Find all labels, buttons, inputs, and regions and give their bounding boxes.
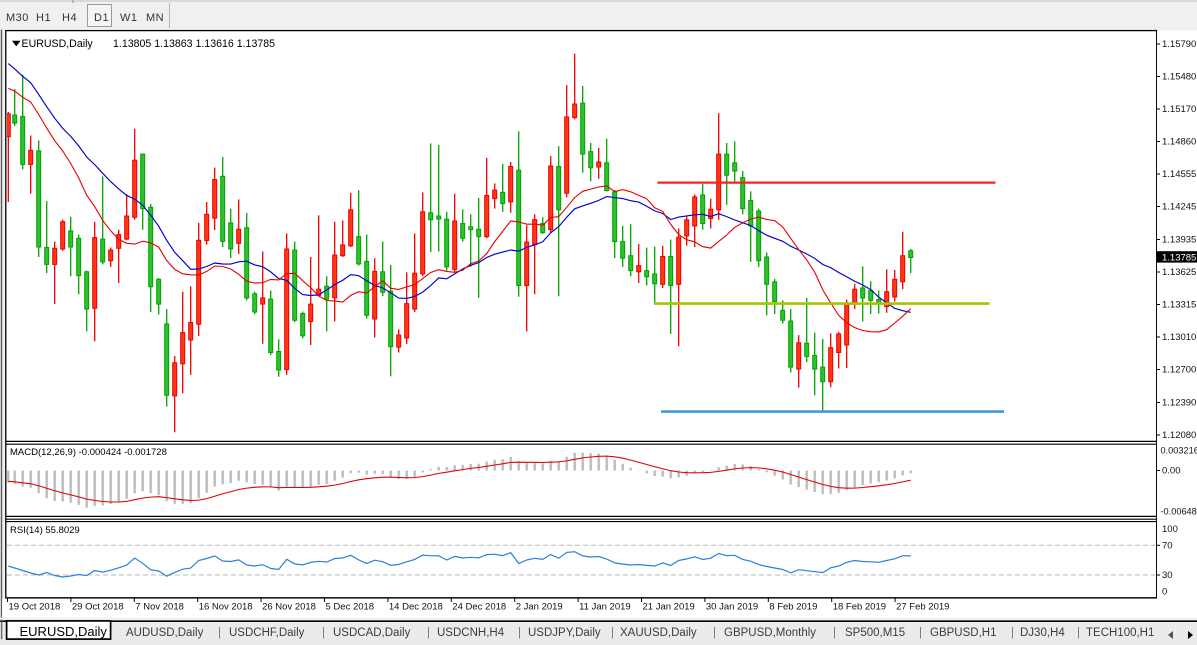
- svg-text:GBPUSD,Monthly: GBPUSD,Monthly: [724, 627, 816, 639]
- svg-text:29 Oct 2018: 29 Oct 2018: [72, 602, 124, 613]
- svg-text:|: |: [427, 627, 430, 639]
- svg-text:100: 100: [1162, 524, 1178, 535]
- svg-text:EURUSD,Daily: EURUSD,Daily: [22, 38, 94, 50]
- svg-text:USDJPY,Daily: USDJPY,Daily: [528, 627, 601, 639]
- svg-text:1.14245: 1.14245: [1162, 202, 1196, 213]
- svg-text:GBPUSD,H1: GBPUSD,H1: [930, 627, 996, 639]
- svg-text:2 Jan 2019: 2 Jan 2019: [516, 602, 563, 613]
- svg-text:7 Nov 2018: 7 Nov 2018: [135, 602, 184, 613]
- svg-text:1.13010: 1.13010: [1162, 332, 1196, 343]
- svg-text:USDCHF,Daily: USDCHF,Daily: [229, 627, 305, 639]
- svg-text:|: |: [518, 627, 521, 639]
- svg-text:DJ30,H4: DJ30,H4: [1020, 627, 1065, 639]
- svg-text:1.15480: 1.15480: [1162, 72, 1196, 83]
- svg-text:1.13805 1.13863 1.13616 1.1378: 1.13805 1.13863 1.13616 1.13785: [113, 38, 275, 50]
- svg-text:-0.00648: -0.00648: [1161, 507, 1197, 517]
- svg-text:26 Nov 2018: 26 Nov 2018: [262, 602, 316, 613]
- svg-text:XAUUSD,Daily: XAUUSD,Daily: [620, 627, 697, 639]
- svg-text:8 Feb 2019: 8 Feb 2019: [769, 602, 817, 613]
- svg-text:W1: W1: [120, 12, 138, 24]
- svg-text:USDCAD,Daily: USDCAD,Daily: [333, 627, 411, 639]
- svg-text:1.15170: 1.15170: [1162, 104, 1196, 115]
- svg-text:TECH100,H1: TECH100,H1: [1086, 627, 1154, 639]
- svg-text:H1: H1: [36, 12, 51, 24]
- svg-text:0: 0: [1162, 587, 1167, 598]
- svg-text:24 Dec 2018: 24 Dec 2018: [452, 602, 506, 613]
- svg-text:|: |: [833, 627, 836, 639]
- svg-text:1.15790: 1.15790: [1162, 39, 1196, 50]
- svg-text:|: |: [611, 627, 614, 639]
- svg-text:19 Oct 2018: 19 Oct 2018: [9, 602, 61, 613]
- svg-text:30: 30: [1162, 570, 1173, 581]
- svg-text:1.14555: 1.14555: [1162, 169, 1196, 180]
- svg-text:16 Nov 2018: 16 Nov 2018: [199, 602, 253, 613]
- svg-text:18 Feb 2019: 18 Feb 2019: [833, 602, 886, 613]
- svg-text:USDCNH,H4: USDCNH,H4: [437, 627, 505, 639]
- svg-text:SP500,M15: SP500,M15: [845, 627, 905, 639]
- svg-text:RSI(14) 55.8029: RSI(14) 55.8029: [10, 525, 80, 536]
- svg-text:0.003216: 0.003216: [1161, 446, 1197, 456]
- svg-text:|: |: [713, 627, 716, 639]
- svg-text:1.13625: 1.13625: [1162, 267, 1196, 278]
- svg-text:AUDUSD,Daily: AUDUSD,Daily: [126, 627, 204, 639]
- svg-text:H4: H4: [62, 12, 77, 24]
- svg-text:1.14860: 1.14860: [1162, 137, 1196, 148]
- svg-text:|: |: [1077, 627, 1080, 639]
- svg-text:5 Dec 2018: 5 Dec 2018: [326, 602, 375, 613]
- svg-text:|: |: [322, 627, 325, 639]
- svg-text:30 Jan 2019: 30 Jan 2019: [706, 602, 758, 613]
- svg-text:EURUSD,Daily: EURUSD,Daily: [20, 624, 108, 639]
- svg-text:11 Jan 2019: 11 Jan 2019: [579, 602, 631, 613]
- svg-text:70: 70: [1162, 541, 1173, 552]
- svg-text:M30: M30: [6, 12, 29, 24]
- svg-text:21 Jan 2019: 21 Jan 2019: [643, 602, 695, 613]
- svg-text:|: |: [919, 627, 922, 639]
- svg-text:MN: MN: [146, 12, 164, 24]
- svg-text:MACD(12,26,9) -0.000424 -0.001: MACD(12,26,9) -0.000424 -0.001728: [10, 447, 167, 458]
- svg-text:1.13935: 1.13935: [1162, 235, 1196, 246]
- svg-text:1.12700: 1.12700: [1162, 365, 1196, 376]
- svg-text:|: |: [218, 627, 221, 639]
- svg-text:1.12390: 1.12390: [1162, 398, 1196, 409]
- svg-text:D1: D1: [94, 12, 109, 24]
- svg-text:1.13315: 1.13315: [1162, 300, 1196, 311]
- svg-text:1.12080: 1.12080: [1162, 430, 1196, 441]
- svg-text:0.00: 0.00: [1162, 466, 1181, 477]
- svg-text:1.13785: 1.13785: [1162, 252, 1196, 263]
- svg-text:27 Feb 2019: 27 Feb 2019: [896, 602, 949, 613]
- svg-text:|: |: [1011, 627, 1014, 639]
- svg-text:14 Dec 2018: 14 Dec 2018: [389, 602, 443, 613]
